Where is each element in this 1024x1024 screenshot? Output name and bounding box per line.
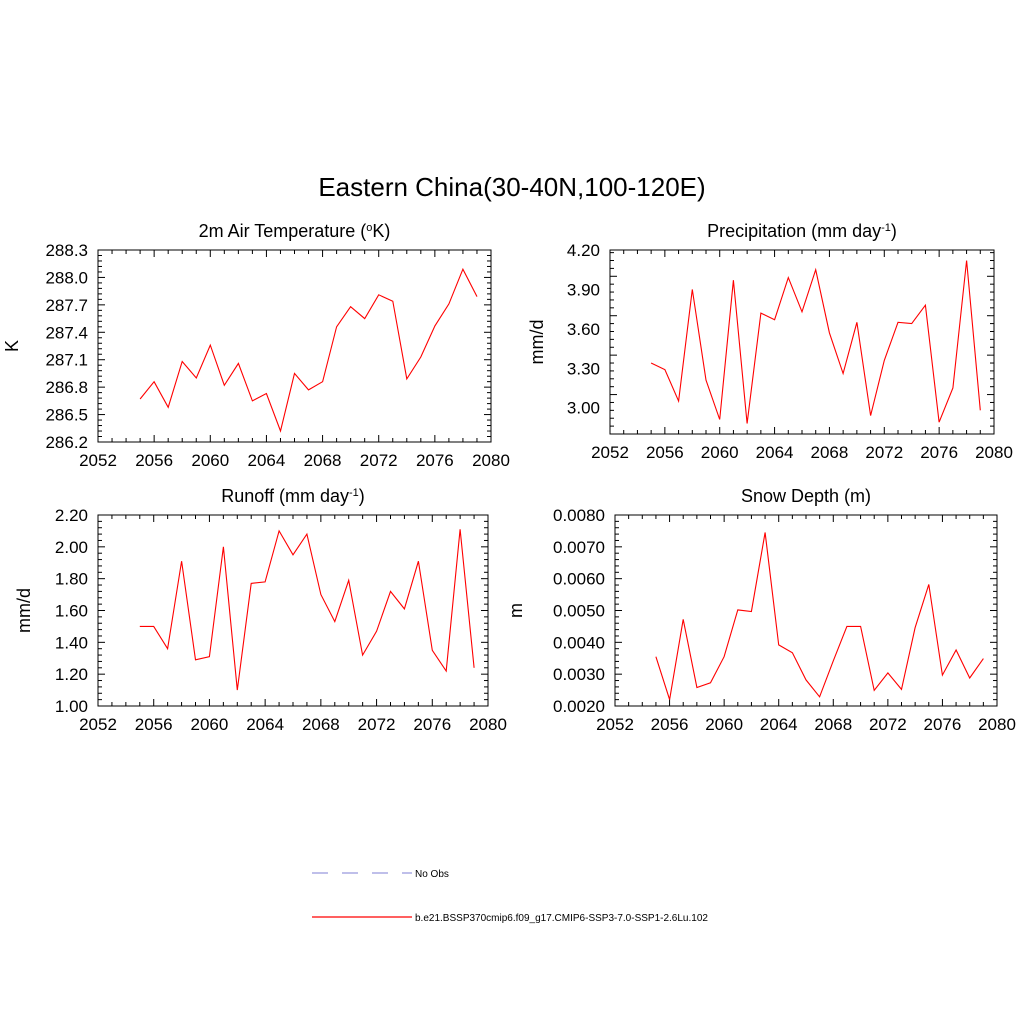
x-tick-label: 2076 [920,443,958,462]
x-tick-label: 2056 [646,443,684,462]
panel-title: 2m Air Temperature (oK) [199,221,391,241]
legend-entry-2: b.e21.BSSP370cmip6.f09_g17.CMIP6-SSP3-7.… [312,913,708,924]
y-axis-label: K [2,340,22,352]
y-tick-label: 286.8 [45,378,88,397]
panel-title-tail: ) [359,486,365,506]
y-tick-label: 2.20 [55,506,88,525]
x-tick-label: 2060 [705,715,743,734]
x-tick-label: 2056 [651,715,689,734]
x-tick-label: 2064 [756,443,794,462]
plot-frame [97,514,489,707]
x-tick-label: 2068 [814,715,852,734]
y-tick-label: 3.30 [567,359,600,378]
plot-frame [614,514,998,707]
panel-title-main: Precipitation (mm day [707,221,881,241]
legend: No Obs b.e21.BSSP370cmip6.f09_g17.CMIP6-S… [312,869,708,924]
series-line [139,267,478,433]
y-tick-label: 4.20 [567,241,600,260]
legend-label: b.e21.BSSP370cmip6.f09_g17.CMIP6-SSP3-7.… [415,913,708,924]
x-tick-label: 2052 [79,715,117,734]
x-tick-label: 2072 [358,715,396,734]
y-tick-label: 0.0080 [553,506,605,525]
x-tick-label: 2072 [360,451,398,470]
x-tick-label: 2068 [304,451,342,470]
legend-entry-1: No Obs [312,869,449,880]
y-axis-label: m [506,603,526,618]
panel-title: Runoff (mm day-1) [221,486,365,506]
series-line [650,260,981,424]
y-axis-label: mm/d [14,588,34,633]
y-axis-label: mm/d [527,320,547,365]
y-tick-label: 287.7 [45,296,88,315]
panel-3: Runoff (mm day-1) mm/d 2052 2056 2060 2064 206… [14,486,507,734]
x-tick-label: 2056 [135,715,173,734]
y-tick-label: 3.00 [567,399,600,418]
x-tick-label: 2072 [869,715,907,734]
y-tick-label: 3.90 [567,280,600,299]
x-tick-label: 2052 [591,443,629,462]
y-tick-label: 1.00 [55,697,88,716]
x-tick-label: 2064 [760,715,798,734]
y-tick-label: 287.4 [45,323,88,342]
x-tick-label: 2080 [975,443,1013,462]
x-tick-label: 2052 [596,715,634,734]
x-tick-label: 2068 [811,443,849,462]
x-tick-label: 2060 [191,715,229,734]
y-tick-label: 1.80 [55,570,88,589]
y-tick-label: 288.0 [45,268,88,287]
series-line [655,532,984,700]
x-tick-label: 2076 [416,451,454,470]
panel-1: 2m Air Temperature (oK) K 2052 2056 2060 2064… [2,221,510,470]
panel-title-main: Snow Depth (m) [741,486,871,506]
panel-title-main: Runoff (mm day [221,486,349,506]
plot-frame [609,249,995,435]
y-tick-label: 1.20 [55,665,88,684]
y-tick-label: 288.3 [45,241,88,260]
y-tick-label: 0.0060 [553,570,605,589]
panels: 2m Air Temperature (oK) K 2052 2056 2060 2064… [2,221,1016,734]
panel-title-superscript: o [366,222,372,234]
panel-title-superscript: -1 [349,487,359,499]
x-tick-label: 2052 [79,451,117,470]
panel-title: Snow Depth (m) [741,486,871,506]
y-tick-label: 0.0070 [553,538,605,557]
series-line [139,529,475,691]
panel-title-superscript: -1 [881,222,891,234]
panel-title-tail: K) [372,221,390,241]
x-tick-label: 2068 [302,715,340,734]
x-tick-label: 2060 [701,443,739,462]
y-tick-label: 0.0050 [553,602,605,621]
x-tick-label: 2064 [248,451,286,470]
x-tick-label: 2072 [865,443,903,462]
panel-title: Precipitation (mm day-1) [707,221,897,241]
y-tick-label: 0.0030 [553,665,605,684]
y-tick-label: 286.2 [45,433,88,452]
x-tick-label: 2080 [472,451,510,470]
panel-2: Precipitation (mm day-1) mm/d 2052 2056 2060… [527,221,1013,462]
panel-title-tail: ) [891,221,897,241]
x-tick-label: 2060 [191,451,229,470]
y-tick-label: 1.60 [55,602,88,621]
legend-label: No Obs [415,869,449,880]
y-tick-label: 286.5 [45,406,88,425]
figure-title: Eastern China(30-40N,100-120E) [318,172,705,202]
x-tick-label: 2064 [246,715,284,734]
x-tick-label: 2080 [469,715,507,734]
y-tick-label: 0.0020 [553,697,605,716]
x-tick-label: 2076 [924,715,962,734]
x-tick-label: 2056 [135,451,173,470]
y-tick-label: 2.00 [55,538,88,557]
y-tick-label: 1.40 [55,633,88,652]
y-tick-label: 3.60 [567,320,600,339]
plot-frame [97,249,492,443]
panel-title-main: 2m Air Temperature ( [199,221,367,241]
x-tick-label: 2080 [978,715,1016,734]
x-tick-label: 2076 [413,715,451,734]
y-tick-label: 287.1 [45,351,88,370]
y-tick-label: 0.0040 [553,633,605,652]
panel-4: Snow Depth (m) m 2052 2056 2060 2064 2068 2072 2… [506,486,1016,734]
